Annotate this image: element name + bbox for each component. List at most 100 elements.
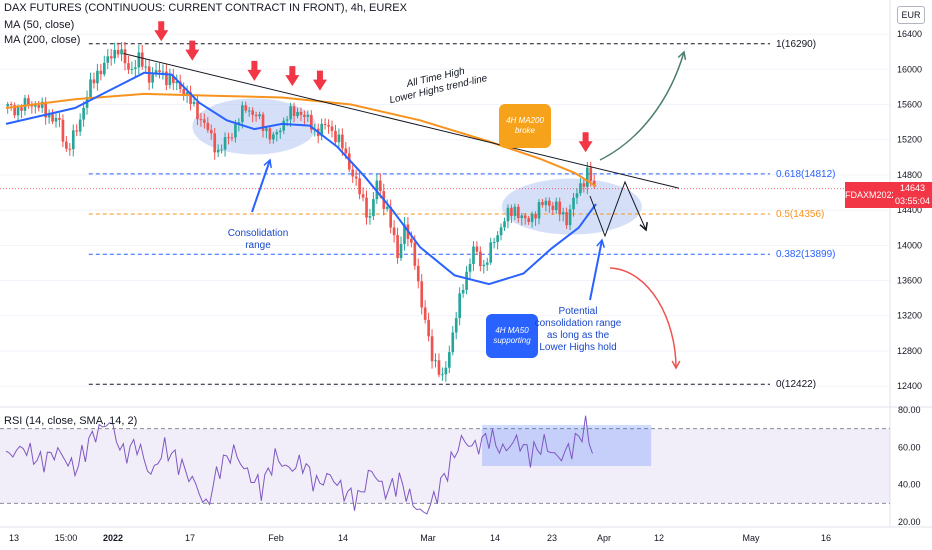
candle-body [399, 243, 403, 259]
bullish-arrowhead [677, 50, 687, 61]
candle-body [220, 149, 223, 151]
consolidation-pointer-head [263, 158, 272, 169]
price-axis: 12400 12800 13200 13600 14000 14400 14800 15200… [889, 0, 922, 527]
candle-body [151, 74, 154, 83]
candle-body [285, 119, 289, 121]
lower-high-arrow [185, 40, 200, 61]
candle-body [554, 201, 558, 211]
candle-body [479, 251, 482, 267]
candle-body [123, 49, 127, 64]
time-tick-label: 2022 [103, 533, 123, 543]
candle-body [158, 70, 161, 73]
potential-range-pointer [589, 239, 603, 301]
price-tick-label: 15600 [897, 99, 922, 109]
price-tick-label: 14800 [897, 170, 922, 180]
candle-body [448, 352, 451, 368]
rsi-tick-label: 60.00 [898, 442, 921, 452]
candle-body [44, 101, 47, 118]
candle-body [213, 133, 217, 153]
candle-body [13, 105, 16, 116]
candle-body [234, 124, 237, 138]
bearish-arrowhead [671, 360, 681, 370]
candle-body [113, 49, 116, 59]
candle-body [586, 167, 589, 187]
candle-body [537, 202, 541, 219]
ma200-broke-note: 4H MA200 broke [499, 104, 551, 148]
rsi-legend[interactable]: RSI (14, close, SMA, 14, 2) [4, 415, 138, 427]
candle-body [527, 218, 530, 222]
candle-body [530, 213, 534, 222]
candle-body [548, 200, 551, 206]
candle-body [89, 79, 92, 98]
candle-body [265, 128, 268, 131]
candle-body [416, 265, 420, 282]
candle-body [513, 206, 517, 216]
candle-body [292, 106, 296, 117]
candle-body [92, 79, 96, 84]
currency-button[interactable]: EUR [897, 6, 925, 24]
candle-body [341, 134, 344, 149]
candle-body [147, 66, 151, 83]
price-tick-label: 13600 [897, 276, 922, 286]
candle-body [278, 130, 282, 133]
time-tick-label: Mar [420, 533, 436, 543]
candle-body [251, 110, 254, 115]
candle-body [99, 70, 103, 75]
rsi-tick-label: 40.00 [898, 480, 921, 490]
candle-body [116, 49, 120, 55]
price-tick-label: 14400 [897, 205, 922, 215]
candle-body [506, 207, 510, 222]
candle-body [592, 180, 596, 186]
time-tick-label: Feb [268, 533, 284, 543]
candle-body [389, 206, 392, 228]
candle-body [254, 114, 258, 117]
consolidation-ellipse-left [192, 98, 317, 155]
candle-body [365, 197, 368, 218]
price-tick-label: 12400 [897, 381, 922, 391]
candle-body [192, 101, 196, 104]
candle-body [37, 104, 41, 108]
projection-arrows [251, 50, 687, 370]
candle-body [337, 134, 341, 143]
candle-body [203, 119, 206, 123]
candle-body [465, 271, 468, 290]
price-tick-label: 13200 [897, 311, 922, 321]
price-tick-label: 15200 [897, 135, 922, 145]
consolidation-pointer [251, 159, 271, 213]
candle-body [561, 212, 565, 215]
candle-body [485, 262, 489, 265]
candle-body [354, 176, 358, 179]
candle-body [558, 201, 562, 215]
time-tick-label: 12 [654, 533, 664, 543]
candle-body [106, 56, 110, 63]
last-price-value: 14643 [893, 182, 932, 195]
ma200-legend[interactable]: MA (200, close) [4, 34, 81, 46]
candle-body [130, 68, 134, 70]
time-axis: 13 15:00 2022 17 Feb 14 Mar 14 23 Apr 12 May 16 [0, 526, 932, 543]
candle-body [196, 101, 199, 120]
time-tick-label: 14 [338, 533, 348, 543]
rsi-band [0, 428, 890, 504]
candle-body [68, 148, 72, 150]
candle-body [268, 128, 272, 140]
ma50-legend[interactable]: MA (50, close) [4, 19, 75, 31]
candle-body [30, 104, 34, 107]
candle-body [492, 242, 496, 244]
candle-body [109, 56, 113, 59]
candle-body [582, 183, 586, 187]
lower-high-arrow [247, 60, 262, 81]
candle-body [496, 235, 499, 243]
candle-body [589, 167, 593, 181]
candle-body [96, 70, 99, 84]
candle-body [103, 62, 106, 75]
ma50-line [5, 71, 597, 286]
candle-body [327, 124, 330, 127]
rsi-highlight-box [482, 424, 652, 466]
candle-body [334, 130, 337, 143]
time-tick-label: Apr [597, 533, 611, 543]
candle-body [472, 246, 475, 265]
price-tick-label: 12800 [897, 346, 922, 356]
candle-body [6, 104, 10, 107]
potential-range-pointer-head [596, 238, 606, 248]
